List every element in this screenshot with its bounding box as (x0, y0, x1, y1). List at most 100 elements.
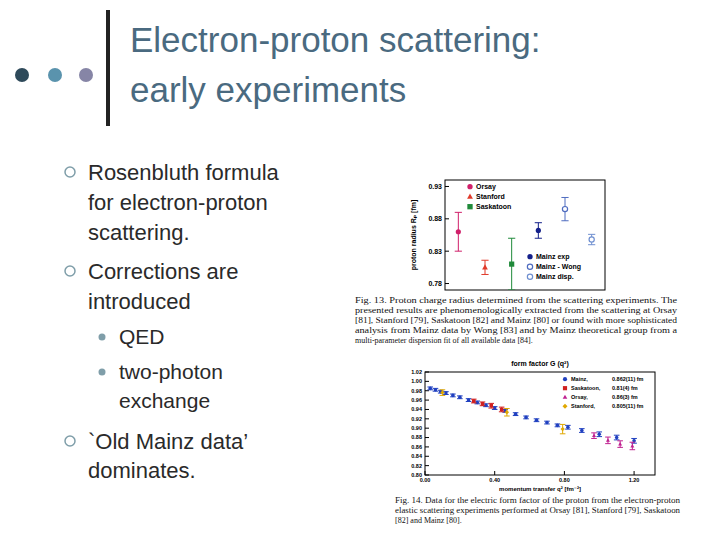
chart: 1.021.000.980.960.940.920.900.880.860.84… (395, 360, 680, 525)
y-tick (425, 390, 429, 391)
error-bar (617, 441, 623, 448)
y-tick (425, 446, 429, 447)
legend-label: Mainz disp. (536, 273, 574, 281)
y-tick (425, 400, 429, 401)
y-tick-label: 1.02 (411, 369, 422, 375)
data-point (597, 432, 601, 436)
error-bar (630, 442, 636, 449)
x-axis-label: momentum transfer q² [fm⁻²] (499, 486, 581, 492)
data-point (428, 387, 432, 391)
data-point (580, 429, 584, 433)
data-point (482, 264, 488, 269)
figure-caption: [82] and Mainz [80]. (395, 516, 462, 525)
legend-marker (563, 395, 568, 399)
legend-marker (467, 193, 473, 198)
y-tick (425, 475, 429, 476)
data-point (434, 388, 438, 392)
sub-bullet-marker (99, 369, 106, 376)
error-bar (499, 407, 505, 412)
figure-caption: [81], Stanford [79], Saskatoon [82] and … (355, 316, 677, 325)
data-point (458, 395, 462, 399)
bullet-marker (65, 266, 75, 276)
figure-caption: Fig. 13. Proton charge radius determined… (355, 296, 678, 305)
data-point (524, 416, 528, 420)
data-point (566, 425, 570, 429)
plot-data (455, 197, 596, 290)
y-tick-label: 0.93 (428, 183, 442, 190)
y-tick-label: 0.78 (428, 280, 442, 287)
chart-title: form factor G (q²) (511, 360, 569, 368)
error-bar (544, 421, 550, 424)
error-bar (513, 413, 519, 416)
data-point (615, 436, 619, 440)
error-bar (481, 260, 488, 274)
legend-label: Orsay (476, 183, 496, 191)
y-tick-label: 0.92 (411, 416, 422, 422)
data-point (592, 434, 596, 438)
error-bar (591, 433, 597, 439)
figure-caption: multi-parameter dispersion fit of all av… (355, 336, 533, 345)
y-tick-label: 0.88 (411, 434, 422, 440)
deco-dot (48, 68, 62, 82)
legend-label: Mainz - Wong (536, 263, 581, 271)
y-tick (425, 465, 429, 466)
error-bar (433, 388, 439, 391)
legend-label: Stanford (476, 193, 505, 200)
bullet-text: `Old Mainz data’ (88, 429, 248, 454)
legend-marker (467, 184, 472, 189)
y-axis-label: proton radius Rₚ [fm] (410, 200, 418, 271)
data-point (589, 237, 594, 242)
y-tick (425, 437, 429, 438)
error-bar (565, 425, 571, 429)
bullet-text: Rosenbluth formula (88, 160, 280, 185)
error-bar (605, 437, 611, 444)
y-tick (445, 186, 449, 187)
legend-value: 0.862(11) fm (612, 376, 644, 382)
slide-title: Electron-proton scattering: (130, 20, 540, 59)
legend-marker (527, 254, 532, 259)
bullet-marker (65, 167, 75, 177)
data-point (630, 444, 634, 448)
y-tick (445, 251, 449, 252)
y-tick (425, 428, 429, 429)
legend-label: Mainz exp (536, 253, 569, 261)
bullet-text: Corrections are (88, 259, 238, 284)
data-point (545, 421, 549, 425)
error-bar (523, 416, 529, 419)
y-tick-label: 0.83 (428, 248, 442, 255)
error-bar (588, 234, 595, 244)
legend-label: Saskatoon (476, 203, 511, 210)
data-point (514, 412, 518, 416)
data-point (560, 427, 564, 431)
y-tick-label: 0.96 (411, 397, 422, 403)
sub-bullet-text: two-photon (119, 360, 223, 383)
figure-caption: elastic scattering experiments performed… (395, 506, 680, 515)
legend-marker (562, 404, 567, 409)
y-tick-label: 0.94 (411, 406, 423, 412)
x-tick-label: 1.20 (629, 477, 640, 483)
slide: Electron-proton scattering: early experim… (0, 0, 720, 540)
plot-data (427, 387, 636, 450)
x-tick-label: 0.00 (420, 477, 431, 483)
data-point (472, 399, 476, 403)
error-bar (440, 390, 446, 396)
legend-marker (467, 204, 472, 209)
y-tick-label: 0.88 (428, 215, 442, 222)
title-bar (106, 10, 110, 126)
data-point (481, 402, 485, 406)
y-tick (445, 218, 449, 219)
error-bar (427, 387, 433, 390)
data-point (606, 438, 610, 442)
slide-title: early experiments (130, 70, 406, 109)
error-bar (450, 394, 456, 397)
error-bar (614, 435, 620, 440)
y-tick-label: 0.84 (411, 453, 423, 459)
bullet-text: scattering. (88, 220, 190, 245)
error-bar (457, 396, 463, 399)
error-bar (508, 238, 515, 290)
y-tick (425, 381, 429, 382)
sub-bullet-marker (99, 334, 106, 341)
error-bar (488, 403, 494, 408)
legend-label: Orsay, (571, 394, 588, 400)
data-point (440, 390, 444, 394)
